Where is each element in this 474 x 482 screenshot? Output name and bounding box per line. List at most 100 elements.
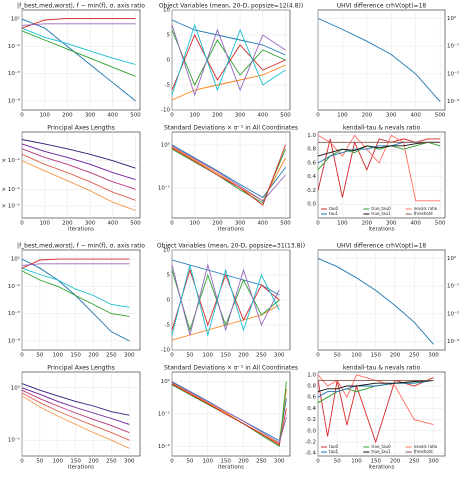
y-tick-label: -0.2 (305, 440, 316, 446)
x-tick-label: 500 (130, 221, 141, 227)
x-tick-label: 250 (106, 459, 117, 465)
series-line (21, 395, 130, 449)
y-tick-label: 10¹ (11, 256, 20, 263)
y-tick-label: 0.0 (307, 428, 316, 434)
y-tick-label: 10⁻⁵ (8, 70, 20, 77)
y-tick-label: 0 (167, 298, 171, 304)
chart-title: kendall-tau & nevals ratio (343, 365, 421, 372)
series-line (21, 258, 130, 269)
legend-label: true_tau0 (371, 444, 391, 449)
series-line (171, 269, 280, 332)
y-tick-label: 10 (163, 248, 170, 254)
x-tick-label: 0 (20, 459, 24, 465)
y-tick-label: 2 × 10⁻¹ (0, 203, 20, 210)
chart-title: UHVI difference crhV(opt)=18 (337, 243, 427, 250)
y-tick-label: 10⁻² (158, 443, 170, 450)
x-tick-label: 500 (280, 113, 291, 119)
series-line (171, 29, 286, 87)
x-tick-label: 400 (258, 113, 269, 119)
y-tick-label: 10⁻¹ (158, 184, 170, 191)
series-line (21, 389, 130, 434)
y-tick-label: 10⁻² (447, 70, 459, 77)
legend-label: nevals ratio (414, 444, 438, 449)
x-tick-label: 300 (428, 459, 439, 465)
x-tick-label: 300 (274, 459, 285, 465)
y-tick-label: 10⁰ (161, 141, 171, 148)
y-tick-label: 10⁻² (447, 310, 459, 317)
x-tick-label: 250 (409, 459, 420, 465)
series-line (171, 264, 280, 337)
x-tick-label: 200 (212, 113, 223, 119)
x-tick-label: 500 (280, 221, 291, 227)
legend-label: threshold (414, 211, 433, 216)
y-tick-label: 0.8 (307, 384, 316, 390)
series-line (21, 263, 130, 266)
x-tick-label: 0 (170, 353, 174, 359)
x-tick-label: 200 (88, 459, 99, 465)
y-tick-label: 10⁻³ (447, 98, 459, 105)
x-tick-label: 200 (88, 353, 99, 359)
series-line (21, 387, 130, 425)
x-axis-label: iterations (218, 227, 244, 233)
x-tick-label: 0 (20, 353, 24, 359)
x-tick-label: 200 (238, 353, 249, 359)
x-tick-label: 50 (186, 353, 193, 359)
y-tick-label: -0.4 (305, 451, 316, 457)
y-tick-label: 5 (167, 273, 171, 279)
legend-label: true_tau1 (371, 211, 391, 216)
x-tick-label: 100 (337, 221, 348, 227)
x-tick-label: 0 (316, 221, 320, 227)
x-axis-label: iterations (368, 465, 394, 471)
x-tick-label: 250 (256, 459, 267, 465)
series-line (171, 382, 287, 444)
y-tick-label: -10 (161, 108, 170, 114)
x-axis-label: iterations (68, 465, 94, 471)
plot-area (317, 131, 446, 219)
y-tick-label: 10⁰ (161, 378, 171, 385)
x-tick-label: 0 (20, 221, 24, 227)
series-line (171, 268, 280, 331)
legend-label: tau1 (329, 211, 339, 216)
x-tick-label: 0 (316, 459, 320, 465)
x-tick-label: 250 (106, 353, 117, 359)
series-line (317, 257, 434, 345)
chart-title: |f_best,med,worst|, f − min(f), σ, axis … (17, 243, 145, 250)
x-tick-label: 100 (53, 459, 64, 465)
y-tick-label: 0.6 (307, 395, 316, 401)
y-tick-label: 10⁻¹ (447, 43, 459, 50)
y-tick-label: 10⁻² (8, 283, 20, 290)
x-tick-label: 0 (170, 221, 174, 227)
legend-label: nevals ratio (414, 206, 438, 211)
series-line (21, 270, 130, 317)
x-tick-label: 0 (170, 113, 174, 119)
series-line (21, 143, 136, 181)
x-tick-label: 200 (362, 221, 373, 227)
x-tick-label: 300 (428, 353, 439, 359)
y-tick-label: 0.2 (307, 417, 316, 423)
x-axis-label: iterations (218, 465, 244, 471)
chart-title: Object Variables (mean, 20-D, popsize=31… (157, 243, 305, 250)
series-line (21, 139, 136, 169)
legend-label: tau1 (329, 449, 339, 454)
x-tick-label: 0 (316, 353, 320, 359)
legend-label: true_tau1 (371, 449, 391, 454)
x-tick-label: 50 (334, 459, 341, 465)
x-tick-label: 100 (337, 113, 348, 119)
x-tick-label: 500 (435, 113, 446, 119)
x-tick-label: 0 (20, 113, 24, 119)
y-tick-label: 10⁻¹ (158, 411, 170, 418)
series-line (21, 392, 130, 441)
x-tick-label: 200 (390, 353, 401, 359)
x-tick-label: 100 (39, 221, 50, 227)
x-tick-label: 100 (189, 113, 200, 119)
series-line (317, 141, 441, 157)
y-tick-label: 10⁻¹ (447, 283, 459, 290)
y-tick-label: 10¹ (11, 16, 20, 23)
chart-title: Principal Axes Lengths (47, 125, 115, 132)
series-line (171, 144, 286, 199)
legend-label: tau0 (329, 444, 339, 449)
series-line (21, 267, 130, 308)
series-line (171, 382, 287, 445)
x-tick-label: 300 (235, 113, 246, 119)
